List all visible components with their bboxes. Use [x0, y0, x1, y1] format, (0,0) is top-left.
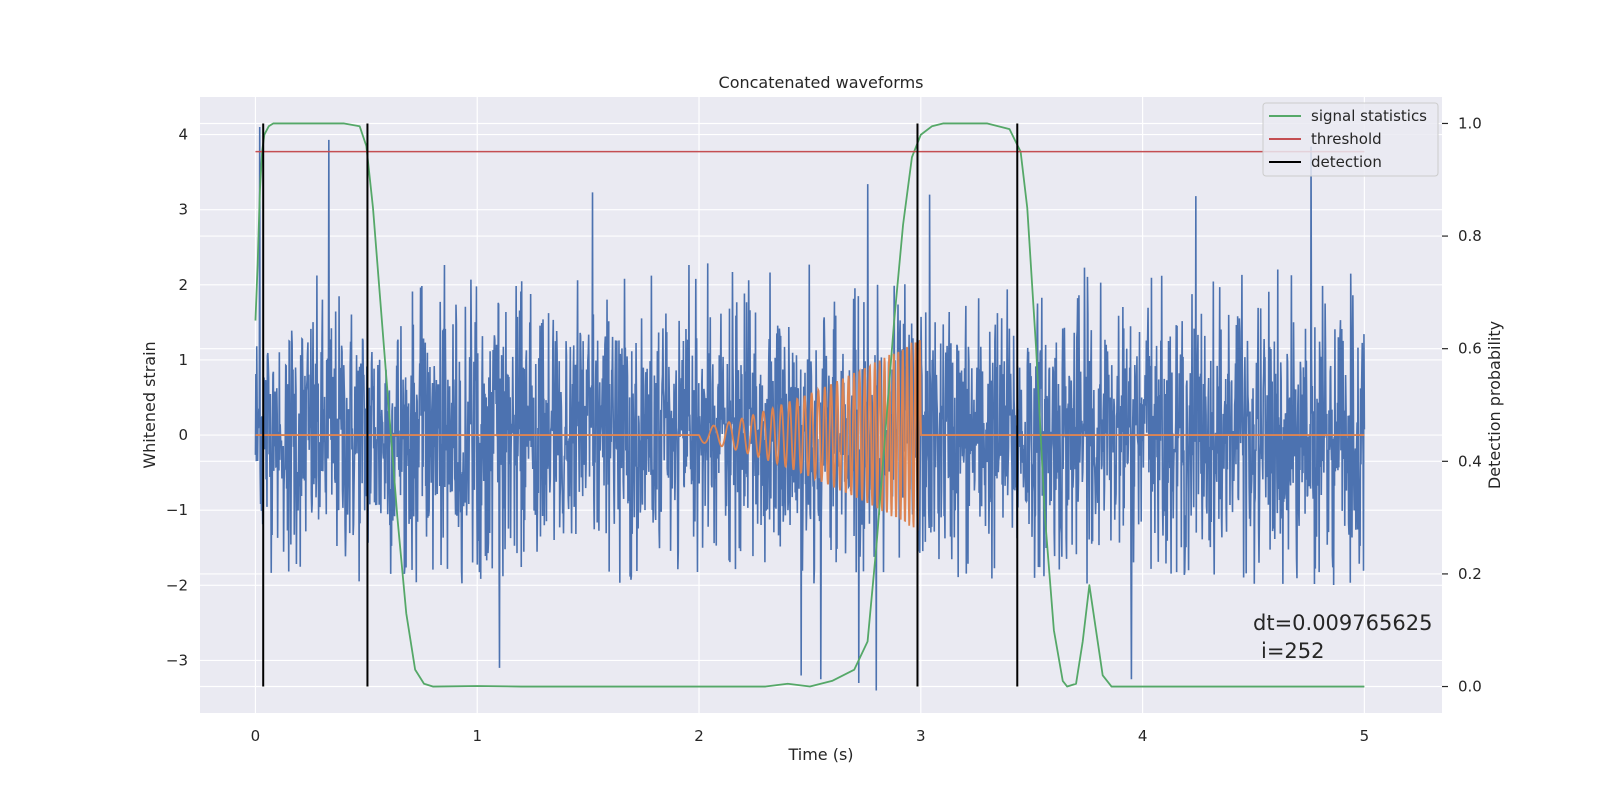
- legend-label-signal-statistics: signal statistics: [1311, 107, 1427, 125]
- y-axis-label: Whitened strain: [140, 341, 159, 468]
- y-right-tick-label: 0.6: [1458, 340, 1482, 358]
- y-right-tick-label: 0.4: [1458, 452, 1482, 470]
- legend-label-detection: detection: [1311, 153, 1382, 171]
- y-right-tick-label: 0.2: [1458, 565, 1482, 583]
- x-tick-label: 2: [694, 727, 704, 745]
- x-tick-label: 4: [1138, 727, 1148, 745]
- x-axis-ticks: 0 1 2 3 4 5: [251, 727, 1369, 745]
- y-right-tick-label: 1.0: [1458, 114, 1482, 132]
- x-tick-label: 3: [916, 727, 926, 745]
- legend-box: [1262, 102, 1439, 177]
- y-tick-label: 2: [178, 276, 188, 294]
- y-axis-right-ticks: 1.0 0.8 0.6 0.4 0.2 0.0: [1442, 114, 1482, 696]
- y-axis-ticks: 4 3 2 1 0 −1 −2 −3: [166, 126, 188, 670]
- y-tick-label: −1: [166, 501, 188, 519]
- chart-title: Concatenated waveforms: [719, 73, 924, 92]
- series-injected-waveform: [255, 340, 1365, 531]
- y-axis-right-label: Detection probability: [1485, 321, 1504, 489]
- y-tick-label: −3: [166, 651, 188, 669]
- y-right-tick-label: 0.8: [1458, 227, 1482, 245]
- series-signal-statistics: [254, 122, 1365, 688]
- y-tick-label: 3: [178, 201, 188, 219]
- x-tick-label: 1: [472, 727, 482, 745]
- annotation-i: i=252: [1261, 639, 1325, 663]
- x-tick-label: 0: [251, 727, 261, 745]
- plot-series: [254, 122, 1366, 691]
- legend: signal statistics threshold detection: [1262, 102, 1439, 177]
- y-tick-label: 1: [178, 351, 188, 369]
- y-tick-label: −2: [166, 576, 188, 594]
- series-whitened-strain: [254, 127, 1366, 691]
- y-right-tick-label: 0.0: [1458, 678, 1482, 696]
- legend-label-threshold: threshold: [1311, 130, 1382, 148]
- x-axis-label: Time (s): [787, 745, 853, 764]
- x-tick-label: 5: [1360, 727, 1370, 745]
- y-tick-label: 4: [178, 126, 188, 144]
- annotation-dt: dt=0.009765625: [1253, 611, 1432, 635]
- y-tick-label: 0: [178, 426, 188, 444]
